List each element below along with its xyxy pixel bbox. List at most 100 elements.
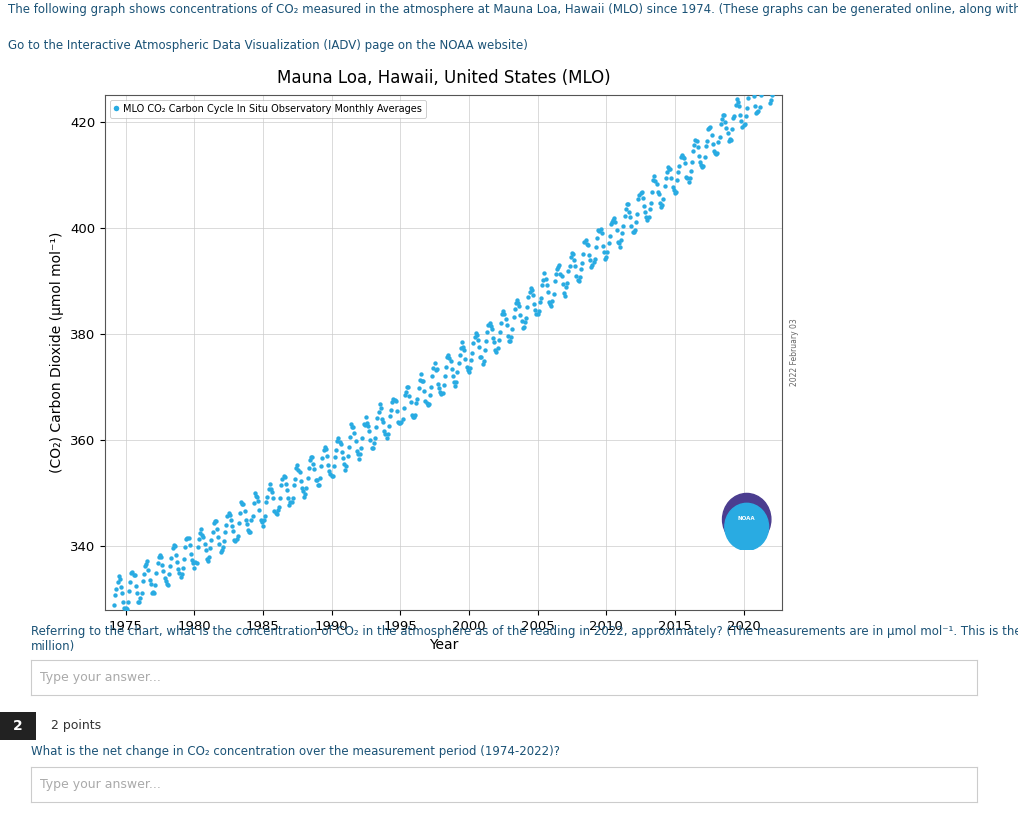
- Point: [232, 507, 248, 520]
- Point: [215, 540, 231, 554]
- Point: [512, 308, 528, 321]
- Point: [370, 411, 386, 425]
- Point: [415, 375, 432, 388]
- Point: [447, 379, 463, 393]
- Point: [337, 463, 353, 477]
- Point: [758, 72, 775, 86]
- Point: [170, 562, 186, 576]
- Point: [226, 534, 242, 547]
- Point: [582, 253, 599, 267]
- Point: [679, 172, 695, 185]
- Point: [302, 451, 319, 464]
- Point: [640, 211, 657, 224]
- Point: [746, 90, 762, 103]
- Point: [692, 155, 709, 169]
- Point: [605, 213, 621, 227]
- Point: [135, 567, 152, 581]
- Point: [728, 98, 744, 112]
- Point: [761, 96, 778, 110]
- Point: [179, 532, 195, 545]
- Point: [759, 81, 776, 94]
- Point: [655, 198, 671, 211]
- Point: [242, 525, 259, 539]
- Point: [184, 554, 201, 567]
- Point: [289, 458, 305, 472]
- Point: [397, 388, 413, 402]
- Point: [520, 291, 536, 305]
- Point: [514, 321, 530, 335]
- Point: [175, 562, 191, 576]
- Point: [283, 495, 299, 508]
- Point: [683, 164, 699, 178]
- Point: [345, 421, 361, 435]
- Point: [722, 133, 738, 146]
- Point: [323, 467, 339, 481]
- Point: [363, 441, 380, 455]
- Point: [484, 322, 500, 336]
- Point: [739, 101, 755, 114]
- Point: [120, 596, 136, 609]
- Point: [225, 524, 241, 538]
- Point: [440, 348, 456, 362]
- Point: [299, 472, 316, 485]
- Point: [665, 180, 681, 194]
- Point: [682, 171, 698, 185]
- Point: [546, 287, 562, 300]
- Point: [330, 431, 346, 445]
- Point: [489, 346, 505, 359]
- Point: [288, 461, 304, 475]
- Point: [145, 586, 161, 599]
- Point: [359, 416, 376, 430]
- Point: [392, 416, 408, 430]
- Point: [585, 256, 602, 269]
- Point: [282, 495, 298, 508]
- Point: [177, 539, 193, 553]
- Text: The following graph shows concentrations of CO₂ measured in the atmosphere at Ma: The following graph shows concentrations…: [8, 3, 1018, 16]
- Point: [747, 99, 764, 112]
- Point: [576, 235, 592, 248]
- Point: [133, 586, 150, 600]
- Point: [641, 202, 658, 216]
- Point: [123, 566, 139, 580]
- Point: [241, 525, 258, 539]
- Point: [245, 497, 262, 510]
- Point: [755, 70, 772, 84]
- Point: [513, 314, 529, 327]
- Point: [516, 320, 532, 334]
- Point: [189, 540, 206, 554]
- Point: [366, 431, 383, 445]
- Point: [499, 318, 515, 331]
- Point: [713, 117, 729, 131]
- Point: [581, 248, 598, 262]
- Point: [632, 186, 648, 200]
- Point: [613, 233, 629, 247]
- Point: [574, 257, 590, 270]
- Point: [382, 409, 398, 423]
- Point: [164, 542, 180, 555]
- Point: [352, 448, 369, 461]
- Point: [233, 495, 249, 508]
- Point: [246, 487, 263, 500]
- Point: [721, 134, 737, 148]
- Point: [686, 138, 702, 152]
- Point: [749, 105, 766, 118]
- Point: [572, 270, 588, 284]
- Point: [134, 575, 151, 588]
- Point: [541, 295, 557, 309]
- Point: [729, 92, 745, 106]
- Point: [182, 548, 199, 561]
- Point: [378, 427, 394, 440]
- Point: [604, 216, 620, 229]
- Point: [105, 607, 121, 620]
- Point: [171, 566, 187, 580]
- Point: [148, 579, 164, 592]
- Point: [142, 573, 158, 586]
- Point: [272, 492, 288, 505]
- Point: [341, 440, 357, 453]
- Legend: MLO CO₂ Carbon Cycle In Situ Observatory Monthly Averages: MLO CO₂ Carbon Cycle In Situ Observatory…: [110, 100, 427, 117]
- Point: [450, 357, 466, 370]
- Point: [205, 525, 221, 539]
- Point: [593, 227, 610, 240]
- Point: [181, 538, 197, 551]
- Point: [477, 334, 494, 347]
